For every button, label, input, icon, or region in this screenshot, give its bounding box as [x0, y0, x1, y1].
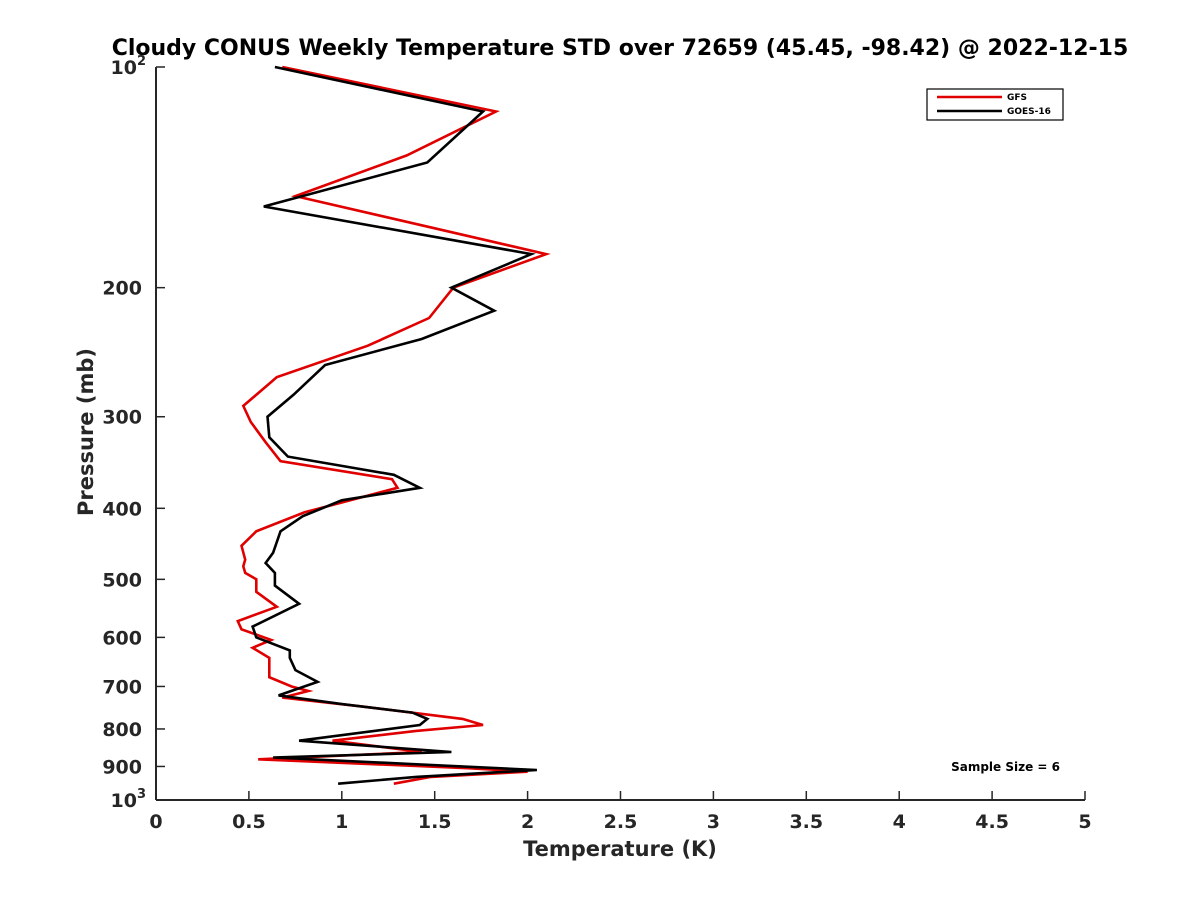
x-tick-label: 2.5	[604, 811, 638, 833]
series-line-gfs	[236, 65, 551, 785]
x-tick-label: 2	[521, 811, 534, 833]
y-tick-label: 103	[111, 787, 147, 812]
x-tick-label: 0	[149, 811, 162, 833]
y-tick-label: 400	[102, 498, 142, 520]
x-tick-label: 5	[1078, 811, 1091, 833]
x-axis-label: Temperature (K)	[523, 837, 717, 861]
y-tick-label: 300	[102, 407, 142, 429]
x-tick-label: 3.5	[789, 811, 823, 833]
y-tick-label: 200	[102, 278, 142, 300]
plot-axes: 0 0.5 1 1.5 2 2.5 3 3.5 4 4.5 5 102 200 300 400 500 600 7…	[102, 54, 1091, 833]
y-tick-label: 600	[102, 627, 142, 649]
x-tick-label: 3	[707, 811, 720, 833]
x-tick-label: 0.5	[232, 811, 266, 833]
y-tick-label: 800	[102, 719, 142, 741]
x-tick-label: 4.5	[975, 811, 1009, 833]
y-tick-label: 500	[102, 569, 142, 591]
y-axis-label: Pressure (mb)	[74, 348, 98, 516]
y-tick-label: 102	[111, 54, 147, 79]
legend: GFS GOES-16	[926, 88, 1064, 121]
x-tick-label: 4	[893, 811, 906, 833]
legend-label-goes16: GOES-16	[1007, 107, 1051, 117]
plot-lines	[236, 65, 551, 785]
y-tick-label: 700	[102, 676, 142, 698]
chart-title: Cloudy CONUS Weekly Temperature STD over…	[112, 36, 1129, 61]
y-tick-label: 900	[102, 756, 142, 778]
legend-label-gfs: GFS	[1007, 93, 1027, 103]
series-line-goes16	[250, 65, 537, 785]
legend-box	[926, 88, 1064, 121]
x-tick-label: 1	[335, 811, 348, 833]
sample-size-annotation: Sample Size = 6	[951, 760, 1060, 774]
x-tick-label: 1.5	[418, 811, 452, 833]
